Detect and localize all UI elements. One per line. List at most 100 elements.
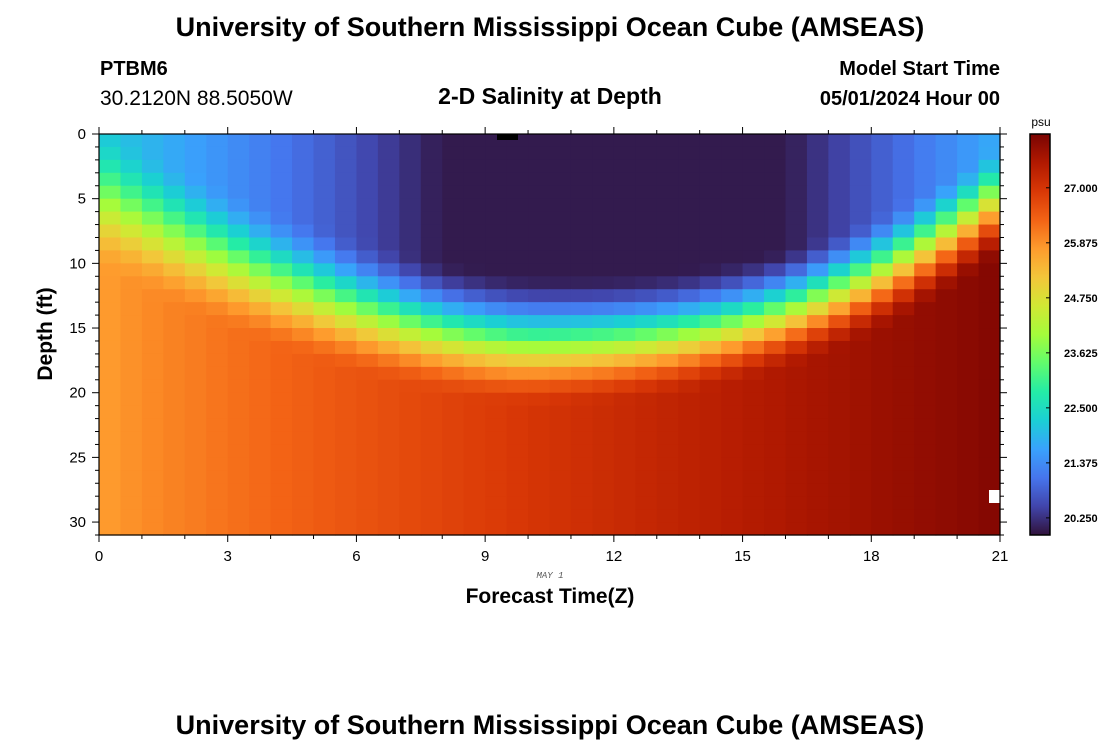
heatmap-cell	[334, 289, 358, 303]
heatmap-cell	[785, 302, 808, 316]
heatmap-cell	[442, 172, 465, 187]
heatmap-cell	[785, 470, 808, 484]
heatmap-cell	[742, 211, 765, 226]
heatmap-cell	[227, 289, 250, 303]
heatmap-cell	[334, 172, 358, 187]
heatmap-cell	[292, 159, 315, 174]
heatmap-cell	[292, 146, 315, 161]
heatmap-cell	[506, 276, 529, 290]
heatmap-cell	[678, 392, 701, 407]
heatmap-cell	[270, 276, 293, 290]
heatmap-cell	[914, 185, 937, 200]
heatmap-cell	[699, 509, 722, 523]
heatmap-cell	[463, 340, 486, 355]
heatmap-cell	[957, 146, 980, 161]
heatmap-cell	[957, 263, 980, 277]
heatmap-cell	[678, 379, 701, 394]
heatmap-cell	[613, 224, 636, 239]
heatmap-cell	[99, 276, 122, 290]
heatmap-cell	[313, 353, 336, 368]
heatmap-cell	[227, 444, 250, 458]
heatmap-cell	[463, 134, 486, 148]
heatmap-cell	[849, 159, 872, 174]
heatmap-cell	[549, 444, 572, 458]
heatmap-cell	[163, 470, 186, 484]
heatmap-cell	[249, 366, 272, 381]
heatmap-cell	[227, 159, 250, 174]
heatmap-cell	[356, 250, 379, 264]
heatmap-cell	[99, 159, 122, 174]
heatmap-cell	[334, 315, 358, 329]
heatmap-cell	[141, 457, 164, 471]
heatmap-cell	[506, 379, 529, 394]
heatmap-cell	[871, 276, 894, 290]
heatmap-cell	[528, 198, 551, 213]
heatmap-cell	[935, 289, 958, 303]
heatmap-cell	[721, 328, 744, 342]
heatmap-cell	[742, 146, 765, 161]
heatmap-cell	[292, 444, 315, 458]
heatmap-cell	[978, 470, 1001, 484]
heatmap-cell	[356, 470, 379, 484]
heatmap-cell	[721, 418, 744, 433]
heatmap-cell	[184, 470, 207, 484]
heatmap-cell	[935, 302, 958, 316]
heatmap-cell	[935, 366, 958, 381]
heatmap-cell	[356, 379, 379, 394]
heatmap-cell	[120, 496, 143, 510]
heatmap-cell	[828, 289, 851, 303]
heatmap-cell	[420, 457, 443, 471]
heatmap-cell	[935, 276, 958, 290]
heatmap-cell	[742, 353, 765, 368]
heatmap-cell	[914, 211, 937, 226]
heatmap-cell	[249, 198, 272, 213]
heatmap-cell	[420, 146, 443, 161]
heatmap-cell	[892, 263, 915, 277]
heatmap-cell	[313, 340, 336, 355]
heatmap-cell	[592, 134, 615, 148]
heatmap-cell	[442, 289, 465, 303]
heatmap-cell	[463, 185, 486, 200]
heatmap-cell	[120, 392, 143, 407]
heatmap-cell	[613, 302, 636, 316]
heatmap-cell	[463, 172, 486, 187]
heatmap-cell	[399, 418, 422, 433]
heatmap-cell	[377, 134, 400, 148]
heatmap-cell	[806, 509, 829, 523]
heatmap-cell	[785, 457, 808, 471]
heatmap-cell	[978, 134, 1001, 148]
heatmap-cell	[506, 289, 529, 303]
heatmap-cell	[892, 134, 915, 148]
heatmap-cell	[141, 302, 164, 316]
heatmap-cell	[742, 340, 765, 355]
heatmap-cell	[678, 509, 701, 523]
heatmap-cell	[678, 276, 701, 290]
heatmap-cell	[227, 496, 250, 510]
heatmap-cell	[656, 522, 679, 536]
heatmap-cell	[957, 172, 980, 187]
heatmap-cell	[785, 289, 808, 303]
heatmap-cell	[806, 172, 829, 187]
heatmap-cell	[656, 353, 679, 368]
heatmap-cell	[678, 250, 701, 264]
heatmap-cell	[570, 224, 593, 239]
heatmap-cell	[721, 340, 744, 355]
x-tick-label: 18	[863, 548, 880, 565]
heatmap-cell	[463, 198, 486, 213]
heatmap-cell	[206, 172, 229, 187]
heatmap-cell	[120, 224, 143, 239]
heatmap-cell	[334, 340, 358, 355]
heatmap-cell	[227, 405, 250, 420]
heatmap-cell	[828, 405, 851, 420]
heatmap-cell	[313, 134, 336, 148]
heatmap-cell	[249, 224, 272, 239]
heatmap-cell	[99, 366, 122, 381]
heatmap-cell	[957, 185, 980, 200]
heatmap-cell	[592, 431, 615, 446]
colorbar: psu 27.000 25.875 24.750 23.625 22.500 21.375…	[1029, 115, 1098, 536]
heatmap-cell	[399, 431, 422, 446]
heatmap-cell	[699, 134, 722, 148]
heatmap-cell	[485, 237, 508, 252]
heatmap-cell	[528, 328, 551, 342]
heatmap-cell	[99, 146, 122, 161]
